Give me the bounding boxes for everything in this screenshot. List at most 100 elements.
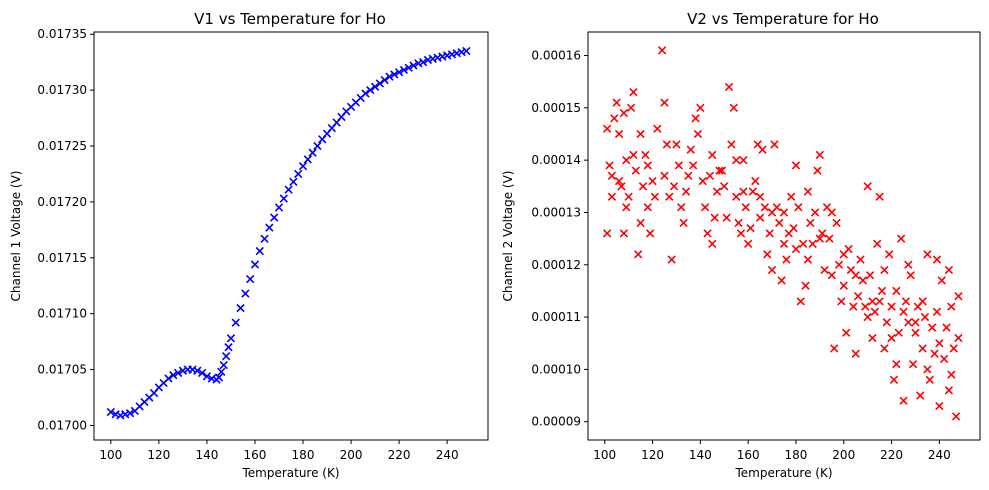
- chart-right-point: [712, 187, 722, 196]
- chart-right-point: [653, 124, 662, 133]
- chart-left-xtick-label: 140: [195, 448, 218, 462]
- chart-right-point: [892, 286, 901, 296]
- chart-right-point: [645, 229, 655, 238]
- chart-right-point: [794, 203, 803, 212]
- chart-right-point: [612, 98, 621, 107]
- chart-right-point: [626, 103, 636, 113]
- chart-left-point: [375, 79, 385, 88]
- chart-right-xtick-label: 200: [832, 448, 855, 462]
- chart-left-ytick-label: 0.01715: [37, 251, 87, 265]
- chart-right-point: [947, 302, 956, 311]
- chart-right-point: [949, 344, 958, 353]
- chart-right-point: [887, 333, 896, 343]
- chart-right-point: [951, 412, 961, 421]
- chart-right-point: [877, 286, 887, 296]
- chart-right-point: [605, 161, 614, 170]
- chart-right-point: [839, 250, 848, 259]
- chart-right-point: [629, 150, 638, 160]
- chart-right-point: [679, 218, 688, 228]
- chart-left-ytick-label: 0.01720: [37, 195, 87, 209]
- chart-right-point: [672, 140, 681, 149]
- chart-right-point: [624, 192, 633, 201]
- chart-right-point: [863, 312, 872, 322]
- chart-right-point: [808, 239, 817, 249]
- chart-right-point: [798, 239, 808, 249]
- chart-left-ytick-label: 0.01705: [37, 363, 87, 377]
- chart-right-point: [911, 328, 920, 337]
- chart-right-ylabel: Channel 2 Voltage (V): [501, 171, 515, 302]
- chart-left-xtick-label: 100: [99, 448, 122, 462]
- chart-right-point: [751, 176, 760, 186]
- chart-left-point: [169, 371, 178, 380]
- chart-right-point: [849, 302, 858, 311]
- chart-right-point: [650, 192, 660, 201]
- chart-right-point: [662, 140, 672, 149]
- chart-right-ytick-label: 0.00009: [531, 415, 581, 429]
- chart-left-ytick-label: 0.01725: [37, 139, 87, 153]
- chart-right-point: [904, 260, 913, 269]
- chart-left-point: [361, 89, 370, 98]
- chart-right-point: [665, 192, 674, 201]
- chart-right-point: [727, 140, 736, 149]
- chart-left-point: [217, 367, 226, 376]
- chart-right-point: [939, 354, 949, 364]
- chart-right-point: [636, 129, 645, 139]
- chart-left-point: [380, 75, 389, 85]
- chart-right-point: [896, 234, 906, 243]
- chart-right-point: [674, 161, 683, 170]
- chart-left-point: [221, 351, 231, 361]
- chart-right-point: [648, 176, 657, 186]
- chart-left-point: [214, 373, 224, 382]
- chart-right-title: V2 vs Temperature for Ho: [687, 10, 879, 28]
- chart-right-point: [686, 145, 695, 154]
- chart-left-point: [106, 407, 115, 417]
- chart-left-point: [409, 61, 418, 70]
- chart-right-xlabel: Temperature (K): [734, 466, 832, 480]
- chart-right-point: [722, 213, 731, 222]
- chart-right-point: [631, 166, 640, 175]
- chart-right-ytick-label: 0.00015: [531, 101, 581, 115]
- chart-right-point: [619, 229, 629, 238]
- chart-left-point: [260, 234, 269, 243]
- chart-left-point: [197, 368, 207, 378]
- chart-right-point: [827, 271, 836, 280]
- chart-left-ytick-label: 0.01700: [37, 418, 87, 432]
- chart-right-point: [870, 307, 879, 317]
- chart-right-point: [954, 333, 963, 343]
- chart-right-point: [868, 297, 877, 306]
- chart-left-ytick-label: 0.01735: [37, 27, 87, 41]
- chart-right-point: [935, 401, 944, 411]
- chart-right-point: [839, 281, 848, 290]
- chart-right-xtick-label: 140: [689, 448, 712, 462]
- chart-right-point: [904, 318, 913, 327]
- chart-right-point: [739, 187, 748, 196]
- chart-right-point: [818, 229, 827, 238]
- chart-right-point: [887, 302, 896, 311]
- chart-right-point: [775, 218, 784, 228]
- chart-left-point: [294, 169, 303, 179]
- chart-left-xtick-label: 240: [436, 448, 459, 462]
- chart-right-point: [729, 103, 738, 113]
- chart-left-xtick-label: 220: [388, 448, 411, 462]
- chart-right-point: [882, 318, 891, 327]
- chart-right-point: [908, 359, 918, 369]
- chart-right-xtick-label: 120: [641, 448, 664, 462]
- chart-left-xtick-label: 160: [244, 448, 267, 462]
- chart-right-point: [791, 161, 801, 170]
- chart-left-point: [125, 409, 135, 418]
- chart-right-point: [801, 281, 810, 290]
- chart-left-point: [284, 185, 293, 194]
- chart-right-point: [657, 46, 667, 55]
- chart-right-point: [622, 155, 631, 165]
- chart-right-point: [935, 339, 944, 348]
- chart-right-point: [677, 203, 686, 212]
- chart-right-xtick-label: 100: [593, 448, 616, 462]
- chart-right-point: [602, 124, 612, 133]
- chart-right-point: [705, 171, 715, 181]
- chart-right-point: [770, 140, 779, 149]
- chart-right-point: [928, 323, 937, 332]
- chart-left-point: [202, 372, 212, 381]
- chart-left-point: [241, 289, 250, 298]
- chart-right-point: [734, 218, 743, 228]
